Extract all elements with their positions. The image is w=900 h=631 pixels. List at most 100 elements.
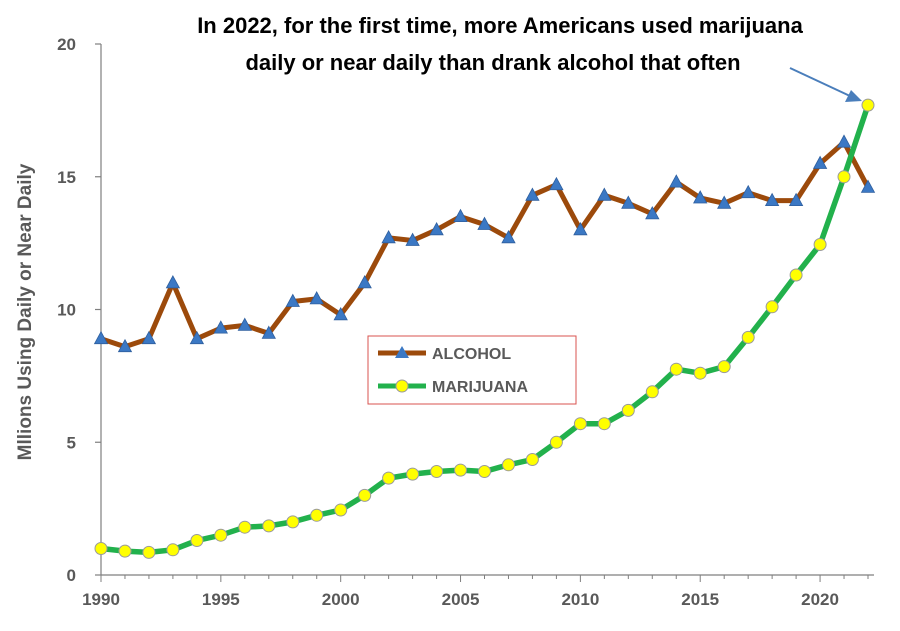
data-point-marijuana — [813, 238, 827, 251]
data-point-alcohol — [788, 192, 804, 207]
data-point-marijuana — [478, 465, 491, 478]
data-point-marijuana — [286, 515, 300, 529]
chart-annotation: In 2022, for the first time, more Americ… — [197, 13, 803, 75]
series-alcohol — [93, 134, 876, 353]
data-point-marijuana — [573, 417, 587, 431]
data-point-alcohol — [237, 317, 252, 331]
x-tick-label: 1995 — [202, 590, 240, 609]
legend-label-marijuana: MARIJUANA — [432, 379, 528, 396]
data-point-alcohol — [117, 338, 133, 353]
data-point-alcohol — [525, 187, 540, 201]
data-point-marijuana — [837, 170, 851, 184]
data-point-alcohol — [429, 221, 444, 236]
data-point-marijuana — [94, 542, 108, 555]
data-point-marijuana — [549, 435, 563, 449]
legend-item-marijuana: MARIJUANA — [378, 379, 528, 396]
data-point-alcohol — [501, 229, 516, 244]
data-point-marijuana — [669, 362, 683, 376]
y-tick-label: 0 — [67, 566, 76, 585]
y-tick-label: 20 — [57, 35, 76, 54]
data-point-alcohol — [93, 330, 109, 345]
x-tick-label: 2020 — [801, 590, 839, 609]
data-point-marijuana — [621, 403, 635, 417]
data-point-alcohol — [165, 275, 181, 289]
data-point-marijuana — [525, 453, 539, 466]
x-tick-label: 2000 — [322, 590, 360, 609]
data-point-marijuana — [406, 467, 420, 481]
data-point-marijuana — [214, 528, 228, 542]
series-line-alcohol — [100, 139, 871, 350]
data-point-marijuana — [262, 519, 276, 533]
circle-marker-icon — [395, 379, 409, 393]
data-point-alcohol — [213, 320, 228, 334]
annotation-arrow — [789, 67, 862, 102]
y-tick-label: 15 — [57, 168, 76, 187]
data-point-marijuana — [789, 268, 803, 282]
annotation-line-1: In 2022, for the first time, more Americ… — [197, 13, 803, 38]
data-point-marijuana — [358, 488, 372, 502]
data-point-alcohol — [189, 330, 205, 345]
x-tick-label: 2010 — [561, 590, 599, 609]
data-point-alcohol — [741, 184, 756, 199]
data-point-alcohol — [357, 275, 372, 289]
y-tick-label: 5 — [67, 433, 76, 452]
annotation-line-2: daily or near daily than drank alcohol t… — [245, 50, 740, 75]
data-point-marijuana — [190, 534, 204, 547]
data-point-alcohol — [405, 232, 420, 246]
data-point-alcohol — [309, 291, 324, 305]
data-point-marijuana — [238, 520, 252, 534]
data-point-alcohol — [836, 134, 852, 148]
data-point-marijuana — [166, 543, 180, 557]
data-point-marijuana — [310, 508, 324, 522]
arrow-shaft — [789, 67, 851, 97]
data-point-alcohol — [812, 155, 828, 169]
data-point-marijuana — [454, 463, 467, 477]
data-point-alcohol — [285, 293, 300, 307]
data-point-marijuana — [765, 300, 779, 314]
data-point-alcohol — [669, 174, 684, 188]
data-point-alcohol — [549, 176, 564, 191]
data-point-marijuana — [861, 98, 875, 112]
data-point-alcohol — [645, 206, 660, 220]
triangle-marker-icon — [395, 346, 409, 358]
data-point-alcohol — [717, 195, 732, 209]
data-point-alcohol — [860, 179, 876, 193]
data-point-alcohol — [453, 208, 468, 223]
data-point-alcohol — [261, 325, 276, 339]
x-tick-label: 2015 — [681, 590, 719, 609]
data-point-marijuana — [741, 330, 755, 344]
data-point-marijuana — [118, 544, 132, 558]
data-point-alcohol — [597, 187, 612, 201]
series-marijuana — [94, 98, 875, 559]
data-point-marijuana — [334, 503, 348, 517]
data-point-marijuana — [597, 417, 611, 431]
data-point-marijuana — [717, 360, 731, 374]
x-tick-label: 1990 — [82, 590, 120, 609]
data-point-alcohol — [381, 229, 396, 244]
legend-label-alcohol: ALCOHOL — [432, 346, 511, 363]
x-tick-labels: 1990 1995 2000 2005 2010 2015 2020 — [82, 590, 839, 609]
data-point-alcohol — [764, 192, 780, 207]
data-point-marijuana — [645, 385, 659, 399]
data-point-alcohol — [693, 190, 708, 204]
data-point-marijuana — [430, 465, 444, 478]
x-tick-label: 2005 — [442, 590, 480, 609]
data-point-marijuana — [382, 471, 396, 485]
data-point-alcohol — [333, 306, 348, 321]
data-point-alcohol — [141, 330, 157, 345]
data-point-alcohol — [573, 221, 588, 236]
legend-item-alcohol: ALCOHOL — [378, 346, 511, 363]
data-point-marijuana — [693, 366, 707, 380]
axes — [95, 43, 874, 582]
data-point-marijuana — [502, 458, 515, 472]
y-tick-labels: 0 5 10 15 20 — [57, 35, 76, 585]
series-layer — [93, 98, 876, 559]
data-point-alcohol — [477, 216, 492, 230]
y-tick-label: 10 — [57, 301, 76, 320]
arrow-head — [845, 90, 862, 102]
y-axis-title: Mllions Using Daily or Near Daily — [15, 163, 36, 460]
data-point-alcohol — [621, 195, 636, 209]
legend: ALCOHOL MARIJUANA — [367, 335, 577, 405]
data-point-marijuana — [142, 545, 156, 559]
